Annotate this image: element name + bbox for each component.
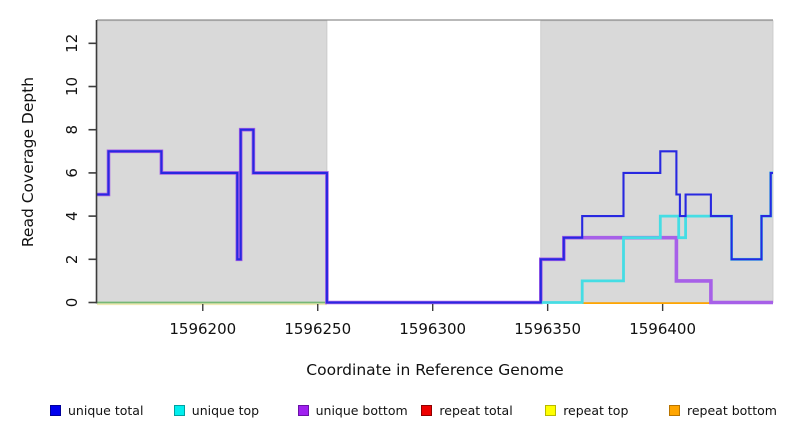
legend-swatch-repeat-top: [545, 404, 557, 416]
x-tick-label: 1596200: [169, 320, 236, 338]
legend-swatch-repeat-total: [421, 404, 433, 416]
legend-label: unique bottom: [315, 402, 408, 418]
masked-region-left: [96, 20, 328, 303]
y-tick-label: 8: [63, 125, 81, 135]
legend-label: unique total: [68, 402, 144, 418]
legend-label: repeat total: [439, 402, 513, 418]
x-tick-label: 1596250: [284, 320, 351, 338]
legend-item-unique-top: unique top: [173, 401, 260, 419]
y-tick-label: 12: [63, 34, 81, 53]
series-unique-total: [97, 128, 773, 304]
x-tick-label: 1596400: [629, 320, 696, 338]
legend: unique total unique top unique bottom repea…: [0, 401, 792, 421]
legend-item-repeat-bottom: repeat bottom: [669, 401, 777, 419]
legend-label: repeat top: [563, 402, 629, 418]
legend-item-repeat-top: repeat top: [545, 401, 628, 419]
legend-swatch-unique-bottom: [297, 404, 309, 416]
y-tick-label: 10: [63, 77, 81, 96]
x-tick-label: 1596300: [399, 320, 466, 338]
y-tick-label: 6: [63, 168, 81, 178]
x-tick-label: 1596350: [514, 320, 581, 338]
legend-label: repeat bottom: [687, 402, 777, 418]
legend-swatch-repeat-bottom: [669, 404, 680, 416]
legend-item-repeat-total: repeat total: [421, 401, 513, 419]
x-axis-label: Coordinate in Reference Genome: [306, 361, 564, 379]
legend-label: unique top: [191, 402, 260, 418]
masked-region-right: [540, 20, 774, 303]
legend-item-unique-bottom: unique bottom: [297, 401, 408, 419]
y-tick-label: 4: [63, 211, 81, 221]
legend-swatch-unique-top: [173, 404, 185, 416]
legend-swatch-unique-total: [50, 404, 61, 416]
y-tick-label: 2: [63, 255, 81, 265]
legend-item-unique-total: unique total: [50, 401, 143, 419]
y-tick-label: 0: [63, 298, 81, 308]
y-axis-label: Read Coverage Depth: [19, 76, 37, 248]
